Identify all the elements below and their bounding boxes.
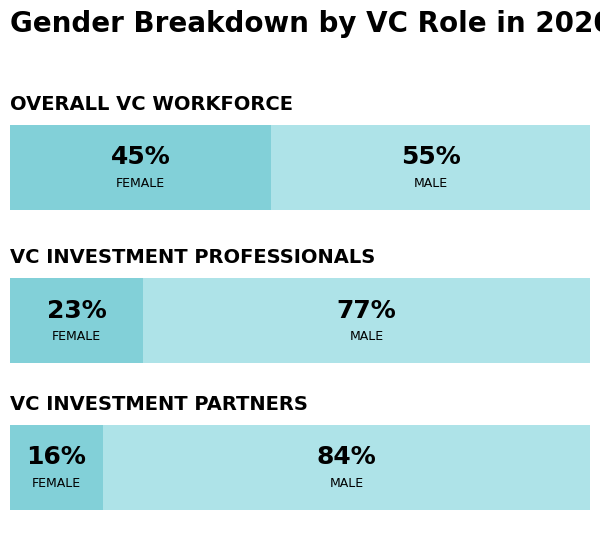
Text: VC INVESTMENT PARTNERS: VC INVESTMENT PARTNERS xyxy=(10,395,308,414)
Text: FEMALE: FEMALE xyxy=(52,330,101,343)
Bar xyxy=(103,425,590,510)
Text: 45%: 45% xyxy=(110,145,170,169)
Text: FEMALE: FEMALE xyxy=(116,177,165,190)
Text: 16%: 16% xyxy=(26,445,86,470)
Text: FEMALE: FEMALE xyxy=(32,477,81,490)
Bar xyxy=(10,425,103,510)
Bar xyxy=(143,278,590,363)
Text: 77%: 77% xyxy=(337,299,397,322)
Text: MALE: MALE xyxy=(329,477,364,490)
Bar xyxy=(10,125,271,210)
Bar xyxy=(10,278,143,363)
Text: 84%: 84% xyxy=(317,445,376,470)
Text: MALE: MALE xyxy=(350,330,384,343)
Bar xyxy=(271,125,590,210)
Text: 55%: 55% xyxy=(401,145,460,169)
Text: 23%: 23% xyxy=(47,299,107,322)
Text: OVERALL VC WORKFORCE: OVERALL VC WORKFORCE xyxy=(10,95,293,114)
Text: VC INVESTMENT PROFESSIONALS: VC INVESTMENT PROFESSIONALS xyxy=(10,248,375,267)
Text: Gender Breakdown by VC Role in 2020: Gender Breakdown by VC Role in 2020 xyxy=(10,10,600,38)
Text: MALE: MALE xyxy=(413,177,448,190)
